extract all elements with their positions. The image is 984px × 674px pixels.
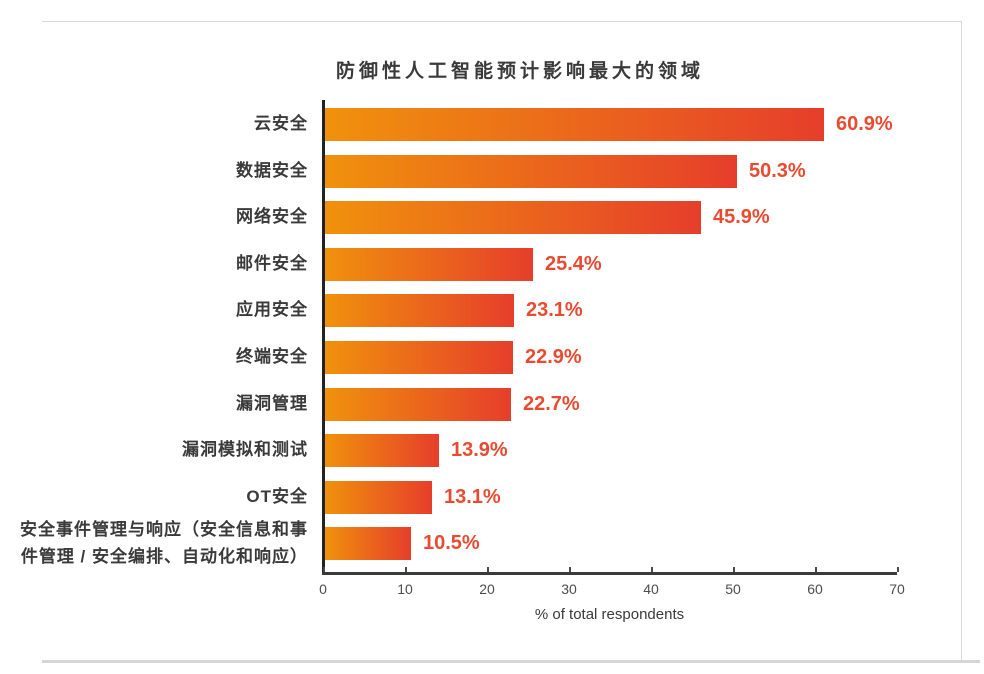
- x-axis-tick: [651, 567, 653, 572]
- value-label: 45.9%: [713, 206, 770, 228]
- bar: [325, 341, 513, 374]
- value-label: 22.7%: [523, 393, 580, 415]
- bar: [325, 201, 701, 234]
- x-tick-label: 40: [643, 581, 659, 597]
- value-label: 22.9%: [525, 346, 582, 368]
- x-tick-label: 70: [889, 581, 905, 597]
- x-tick-label: 30: [561, 581, 577, 597]
- x-tick-label: 0: [319, 581, 327, 597]
- x-tick-label: 50: [725, 581, 741, 597]
- bar: [325, 388, 511, 421]
- category-label: 漏洞管理: [236, 394, 308, 414]
- y-axis-line: [322, 100, 325, 575]
- value-label: 10.5%: [423, 532, 480, 554]
- category-label: 数据安全: [236, 161, 308, 181]
- x-axis-label: % of total respondents: [534, 606, 685, 623]
- category-label: 应用安全: [236, 300, 308, 320]
- x-tick-label: 20: [479, 581, 495, 597]
- value-label: 13.9%: [451, 439, 508, 461]
- category-labels-column: 云安全数据安全网络安全邮件安全应用安全终端安全漏洞管理漏洞模拟和测试 OT安全安全…: [8, 100, 308, 575]
- bar: [325, 481, 432, 514]
- page-border-right: [961, 21, 962, 661]
- category-label: 漏洞模拟和测试: [182, 440, 308, 460]
- x-axis-line: [322, 572, 897, 575]
- bar: [325, 434, 439, 467]
- value-label: 25.4%: [545, 253, 602, 275]
- chart-title: 防御性人工智能预计影响最大的领域: [335, 61, 704, 82]
- x-tick-label: 10: [397, 581, 413, 597]
- value-label: 23.1%: [526, 299, 583, 321]
- category-label: OT安全: [246, 487, 308, 507]
- bar: [325, 108, 824, 141]
- category-label: 网络安全: [236, 207, 308, 227]
- x-axis-tick: [323, 567, 325, 572]
- category-label: 邮件安全: [236, 254, 308, 274]
- bar: [325, 294, 514, 327]
- x-tick-label: 60: [807, 581, 823, 597]
- value-label: 13.1%: [444, 486, 501, 508]
- x-axis-tick: [897, 567, 899, 572]
- value-label: 60.9%: [836, 113, 893, 135]
- bar: [325, 248, 533, 281]
- bar: [325, 527, 411, 560]
- page-border-bottom: [42, 660, 980, 663]
- page-border-top: [42, 21, 962, 22]
- category-label: 安全事件管理与响应（安全信息和事件管理 / 安全编排、自动化和响应）: [20, 520, 308, 566]
- x-axis-tick: [733, 567, 735, 572]
- value-label: 50.3%: [749, 160, 806, 182]
- category-label: 云安全: [254, 114, 308, 134]
- x-axis-tick: [569, 567, 571, 572]
- x-axis-tick: [405, 567, 407, 572]
- bar: [325, 155, 737, 188]
- x-axis-tick: [487, 567, 489, 572]
- x-axis-tick: [815, 567, 817, 572]
- plot-area: 60.9% 50.3% 45.9% 25.4% 23.1% 22.9% 22.7% 13.9%…: [319, 100, 905, 597]
- category-label: 终端安全: [236, 347, 308, 367]
